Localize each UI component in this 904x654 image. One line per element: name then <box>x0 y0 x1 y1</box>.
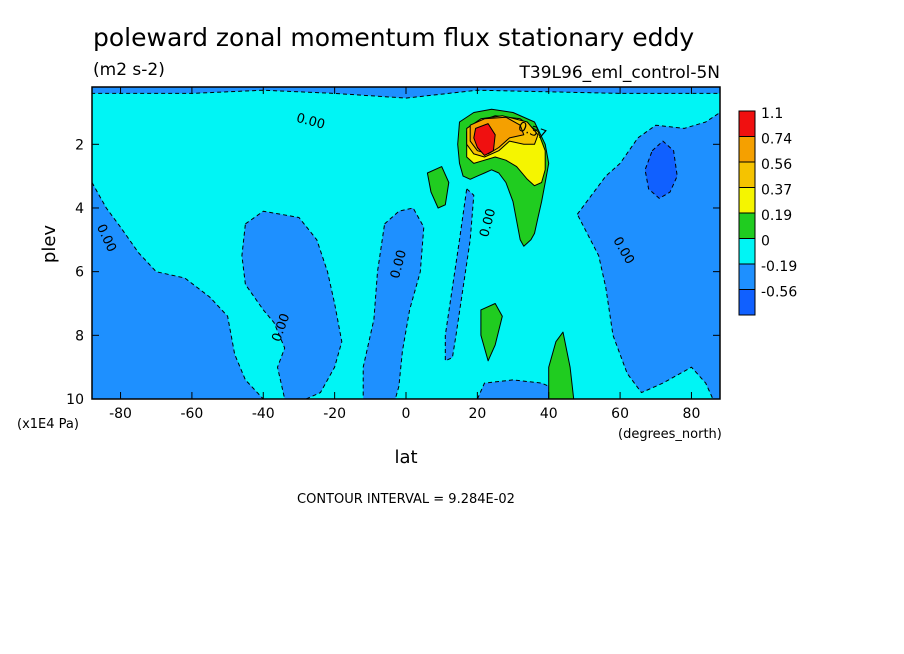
legend-swatch <box>738 289 756 316</box>
legend-swatch <box>738 263 756 290</box>
x-axis-units: (degrees_north) <box>618 427 722 442</box>
contour-label: 0.00 <box>388 248 410 280</box>
contour-region-max <box>473 123 496 156</box>
chart-title: poleward zonal momentum flux stationary … <box>93 23 694 52</box>
x-tick-label: 0 <box>402 406 411 422</box>
contour-region-neg <box>576 112 720 399</box>
contour-region-pos1 <box>426 166 450 209</box>
y-tick-label: 6 <box>75 265 84 281</box>
contour-fill-layer <box>92 87 720 399</box>
legend-label: -0.19 <box>761 259 797 275</box>
x-tick-label: 60 <box>611 406 629 422</box>
legend-swatch <box>738 238 756 265</box>
legend-swatch <box>738 212 756 239</box>
legend-label: 0.19 <box>761 208 792 224</box>
x-axis: -80 -60 -40 -20 0 20 40 60 80 <box>109 87 700 422</box>
legend-label: 0 <box>761 234 770 250</box>
x-tick-label: -40 <box>252 406 275 422</box>
legend-label: -0.56 <box>761 285 797 301</box>
x-tick-label: 20 <box>468 406 486 422</box>
y-axis: 2 4 6 8 10 <box>66 137 720 408</box>
contour-label: 0.00 <box>477 207 499 239</box>
legend-swatch <box>738 110 756 137</box>
y-tick-label: 8 <box>75 328 84 344</box>
x-axis-label: lat <box>394 447 417 468</box>
y-tick-label: 10 <box>66 392 84 408</box>
x-tick-label: 80 <box>683 406 701 422</box>
x-tick-label: -20 <box>323 406 346 422</box>
y-axis-label: plev <box>39 225 60 264</box>
legend-label: 0.74 <box>761 132 792 148</box>
contour-region-pos1 <box>480 303 503 362</box>
x-tick-label: 40 <box>540 406 558 422</box>
legend-label: 1.1 <box>761 106 783 122</box>
y-tick-label: 2 <box>75 137 84 153</box>
y-axis-units: (x1E4 Pa) <box>17 417 79 432</box>
legend-swatch <box>738 136 756 163</box>
chart-units: (m2 s-2) <box>93 60 165 80</box>
contour-region-neg_strong <box>644 140 678 199</box>
legend-label: 0.37 <box>761 183 792 199</box>
x-tick-label: -60 <box>180 406 203 422</box>
experiment-label: T39L96_eml_control-5N <box>519 63 720 83</box>
contour-label: 0.00 <box>295 111 327 133</box>
contour-region-neg <box>241 210 343 399</box>
contour-interval-note: CONTOUR INTERVAL = 9.284E-02 <box>297 492 515 507</box>
legend-swatch <box>738 187 756 214</box>
legend-swatch <box>738 161 756 188</box>
contour-region-neg <box>362 207 425 399</box>
color-legend: 1.1 0.74 0.56 0.37 0.19 0 -0.19 -0.56 <box>738 106 797 316</box>
contour-region-pos1 <box>548 331 575 399</box>
contour-region-neg <box>444 188 475 362</box>
x-tick-label: -80 <box>109 406 132 422</box>
legend-label: 0.56 <box>761 157 792 173</box>
y-tick-label: 4 <box>75 201 84 217</box>
contour-region-neg <box>476 379 571 399</box>
contour-region-neg <box>92 182 264 399</box>
